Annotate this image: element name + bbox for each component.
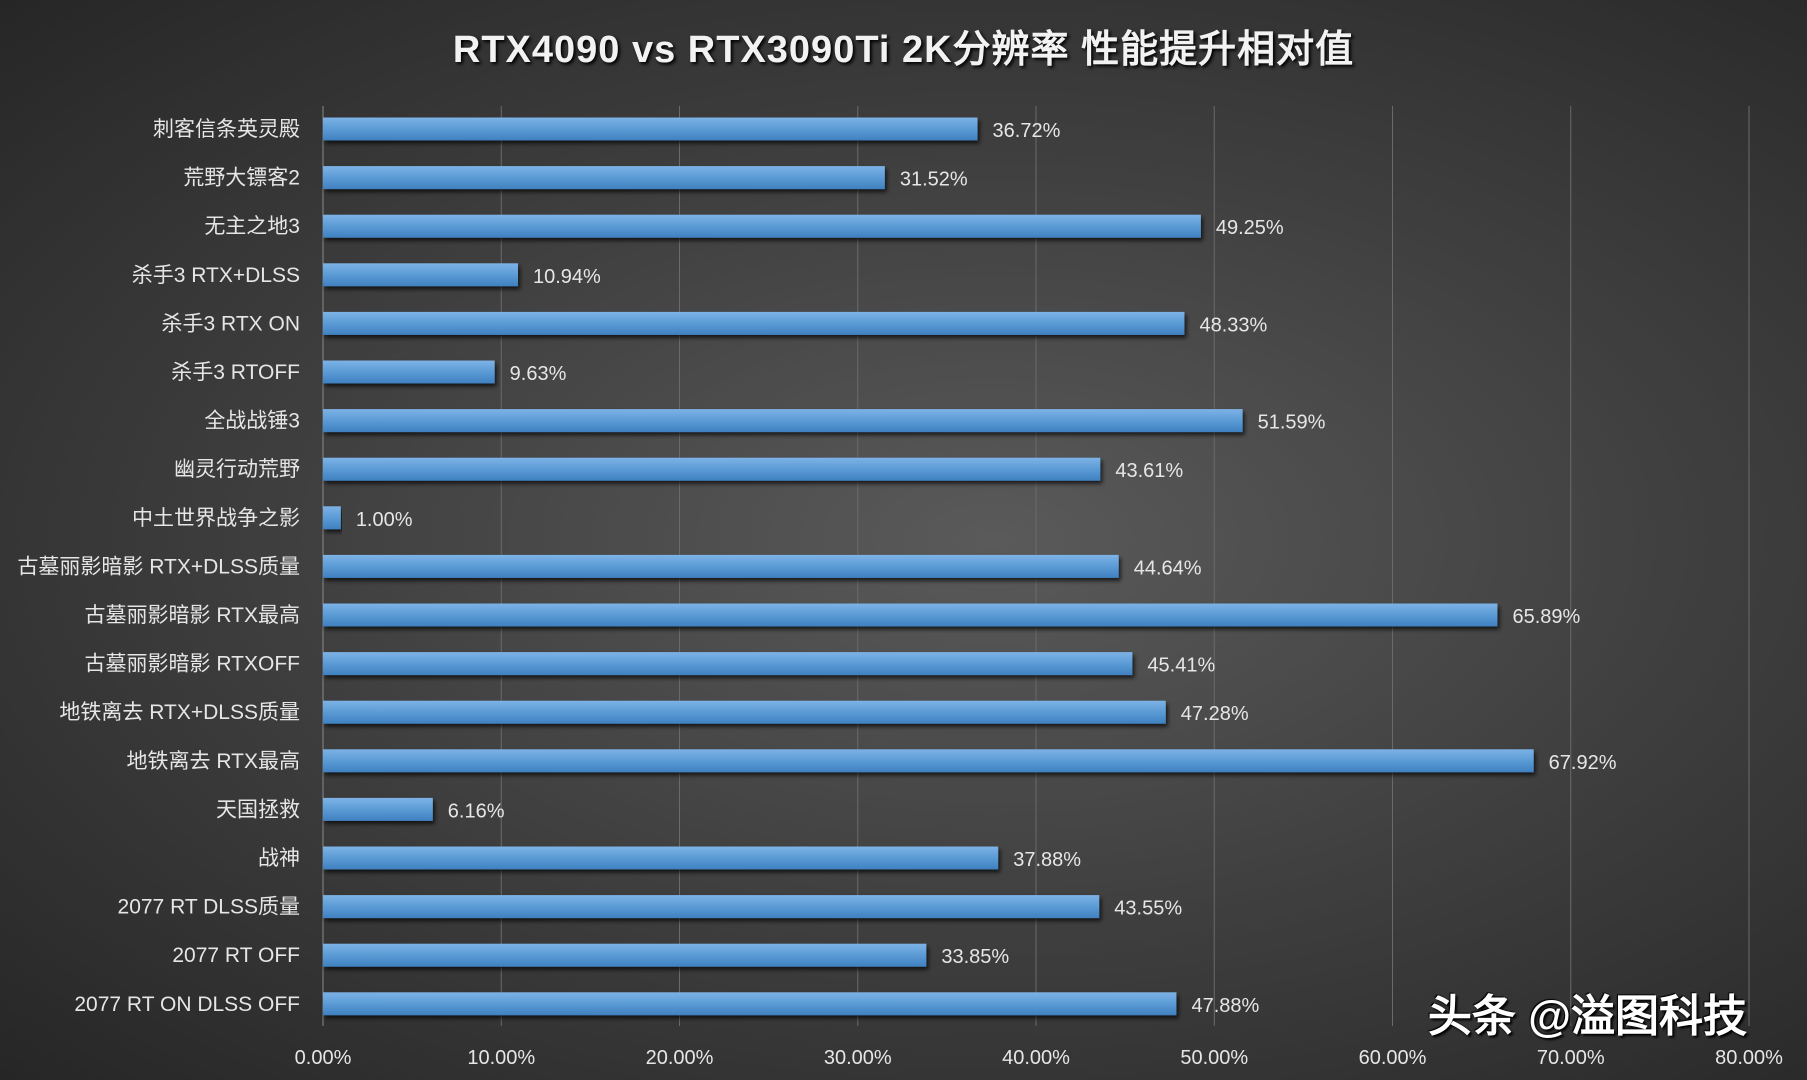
y-category-label: 地铁离去 RTX+DLSS质量	[59, 701, 300, 724]
x-tick-label: 80.00%	[1715, 1047, 1783, 1069]
data-label: 37.88%	[1013, 849, 1081, 871]
y-category-label: 古墓丽影暗影 RTX最高	[85, 604, 300, 627]
bar	[323, 311, 1185, 335]
bar	[323, 554, 1119, 578]
data-label: 65.89%	[1512, 606, 1580, 628]
bar	[323, 506, 341, 530]
y-category-label: 杀手3 RTOFF	[171, 361, 300, 384]
x-tick-label: 40.00%	[1002, 1047, 1070, 1069]
x-tick-label: 60.00%	[1359, 1047, 1427, 1069]
y-category-label: 古墓丽影暗影 RTX+DLSS质量	[17, 555, 300, 578]
data-label: 49.25%	[1216, 217, 1284, 239]
x-tick-label: 70.00%	[1537, 1047, 1605, 1069]
bar	[323, 846, 999, 870]
data-label: 31.52%	[900, 169, 968, 191]
bar	[323, 166, 885, 190]
bar	[323, 749, 1534, 773]
bar	[323, 214, 1201, 238]
y-category-label: 2077 RT DLSS质量	[118, 896, 300, 919]
y-category-label: 杀手3 RTX+DLSS	[132, 264, 300, 287]
data-label: 67.92%	[1549, 752, 1617, 774]
bar	[323, 652, 1133, 676]
data-label: 36.72%	[993, 120, 1061, 142]
x-tick-label: 0.00%	[295, 1047, 352, 1069]
bar	[323, 360, 495, 384]
y-category-label: 2077 RT ON DLSS OFF	[74, 993, 300, 1016]
bar	[323, 603, 1498, 627]
data-label: 6.16%	[448, 800, 505, 822]
bar	[323, 457, 1101, 481]
bar	[323, 797, 433, 821]
y-category-label: 中土世界战争之影	[132, 507, 300, 530]
data-label: 48.33%	[1199, 314, 1267, 336]
data-label: 47.88%	[1191, 995, 1259, 1017]
bar	[323, 943, 927, 967]
y-category-label: 全战战锤3	[204, 410, 300, 433]
x-tick-label: 10.00%	[467, 1047, 535, 1069]
data-label: 9.63%	[510, 363, 567, 385]
y-category-label: 幽灵行动荒野	[174, 458, 300, 481]
data-label: 33.85%	[941, 946, 1009, 968]
data-label: 51.59%	[1258, 412, 1326, 434]
x-tick-label: 20.00%	[646, 1047, 714, 1069]
y-category-label: 杀手3 RTX ON	[162, 312, 300, 335]
y-category-label: 无主之地3	[204, 215, 300, 238]
bar	[323, 117, 978, 141]
x-tick-label: 30.00%	[824, 1047, 892, 1069]
bar	[323, 895, 1100, 919]
data-label: 43.55%	[1114, 898, 1182, 920]
y-category-label: 2077 RT OFF	[172, 944, 300, 967]
data-label: 44.64%	[1134, 557, 1202, 579]
y-category-label: 地铁离去 RTX最高	[127, 750, 300, 773]
watermark: 头条 @溢图科技	[1427, 992, 1747, 1041]
bar	[323, 992, 1177, 1016]
bar	[323, 700, 1166, 724]
data-label: 43.61%	[1115, 460, 1183, 482]
x-tick-label: 50.00%	[1180, 1047, 1248, 1069]
data-label: 1.00%	[356, 509, 413, 531]
y-category-label: 战神	[258, 847, 300, 870]
chart-title: RTX4090 vs RTX3090Ti 2K分辨率 性能提升相对值	[452, 29, 1355, 71]
bar	[323, 409, 1243, 433]
y-category-label: 古墓丽影暗影 RTXOFF	[85, 653, 300, 676]
data-label: 47.28%	[1181, 703, 1249, 725]
y-category-label: 荒野大镖客2	[183, 167, 300, 190]
data-label: 45.41%	[1147, 655, 1215, 677]
data-label: 10.94%	[533, 266, 601, 288]
y-category-label: 天国拯救	[216, 798, 300, 821]
bar	[323, 263, 519, 287]
y-category-label: 刺客信条英灵殿	[153, 118, 300, 141]
